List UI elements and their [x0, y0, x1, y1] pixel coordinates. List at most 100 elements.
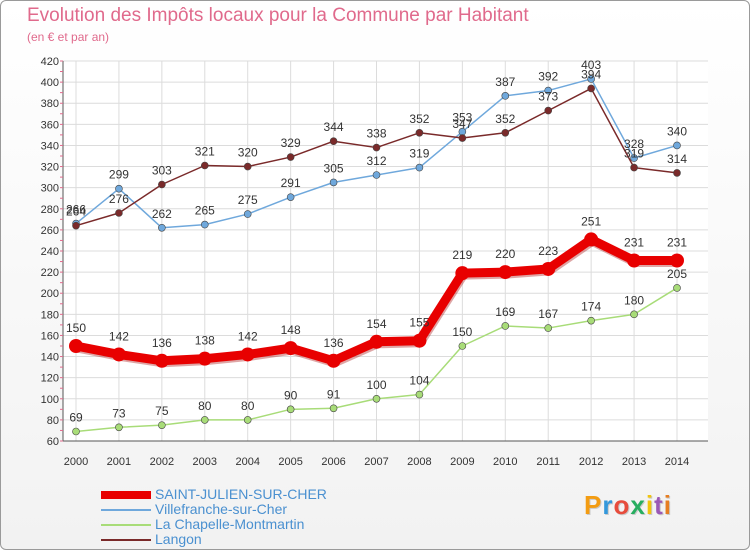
x-tick-label: 2013 — [622, 456, 646, 468]
data-label: 329 — [281, 136, 301, 150]
data-label: 154 — [366, 317, 386, 331]
data-label: 80 — [241, 399, 255, 413]
data-point — [115, 423, 123, 432]
data-point — [69, 339, 83, 353]
data-label: 314 — [667, 152, 687, 166]
data-point — [412, 333, 427, 348]
x-tick-label: 2006 — [321, 456, 345, 468]
data-point — [329, 178, 338, 187]
x-tick-label: 2011 — [536, 456, 560, 468]
data-label: 305 — [324, 161, 344, 175]
legend-swatch — [101, 539, 151, 541]
data-label: 69 — [69, 411, 83, 425]
data-point — [630, 163, 638, 172]
data-label: 142 — [109, 329, 129, 343]
chart-title: Evolution des Impôts locaux pour la Comm… — [27, 5, 529, 26]
legend-item: SAINT-JULIEN-SUR-CHER — [101, 486, 361, 503]
data-point — [372, 171, 381, 179]
x-tick-label: 2012 — [579, 456, 603, 468]
x-tick-label: 2000 — [64, 456, 88, 468]
data-point — [544, 106, 553, 115]
data-point — [329, 404, 338, 413]
data-point — [415, 163, 424, 172]
data-point — [587, 84, 595, 93]
y-tick-label: 60 — [47, 436, 59, 448]
y-tick-label: 400 — [41, 77, 59, 89]
y-tick-label: 80 — [47, 415, 59, 427]
data-point — [158, 223, 166, 232]
data-label: 104 — [409, 374, 429, 388]
data-point — [630, 154, 638, 162]
data-label: 344 — [324, 120, 344, 134]
data-point — [501, 92, 510, 100]
data-point — [111, 347, 126, 362]
data-label: 150 — [66, 321, 86, 335]
data-label: 138 — [195, 334, 215, 348]
data-label: 169 — [495, 305, 515, 319]
data-point — [329, 137, 338, 146]
x-tick-label: 2001 — [107, 456, 131, 468]
y-tick-label: 240 — [41, 246, 59, 258]
data-label: 231 — [667, 236, 687, 250]
legend-label: Villefranche-sur-Cher — [155, 501, 288, 517]
data-point — [415, 128, 424, 137]
data-label: 275 — [238, 193, 258, 207]
x-tick-label: 2003 — [193, 456, 217, 468]
data-label: 219 — [452, 248, 472, 262]
data-point — [158, 180, 166, 189]
data-label: 321 — [195, 145, 215, 159]
data-label: 223 — [538, 244, 558, 258]
data-point — [72, 221, 80, 230]
data-point — [283, 341, 298, 356]
data-label: 266 — [66, 203, 86, 217]
data-label: 262 — [152, 207, 172, 221]
y-tick-label: 100 — [41, 394, 59, 406]
y-tick-label: 200 — [41, 288, 59, 300]
data-label: 251 — [581, 214, 601, 228]
data-point — [286, 153, 295, 161]
data-label: 299 — [109, 168, 129, 182]
data-label: 303 — [152, 164, 172, 178]
x-tick-label: 2010 — [493, 456, 517, 468]
data-label: 352 — [409, 112, 429, 126]
data-label: 205 — [667, 267, 687, 281]
x-tick-label: 2005 — [278, 456, 302, 468]
data-label: 394 — [581, 67, 601, 81]
data-point — [673, 141, 681, 150]
data-point — [286, 193, 295, 201]
data-label: 90 — [284, 388, 298, 402]
y-tick-label: 380 — [41, 98, 59, 110]
data-label: 387 — [495, 75, 515, 89]
proxiti-logo: Proxiti — [584, 490, 672, 520]
y-tick-label: 360 — [41, 119, 59, 131]
data-point — [369, 334, 384, 349]
y-tick-label: 160 — [41, 330, 59, 342]
y-tick-label: 180 — [41, 309, 59, 321]
data-label: 174 — [581, 300, 601, 314]
legend-item: La Chapelle-Montmartin — [101, 516, 361, 533]
data-label: 73 — [112, 406, 126, 420]
data-point — [200, 161, 209, 170]
data-label: 231 — [624, 236, 644, 250]
data-point — [115, 184, 123, 193]
legend-swatch — [101, 509, 151, 511]
data-label: 80 — [198, 399, 212, 413]
data-label: 75 — [155, 404, 169, 418]
y-tick-label: 300 — [41, 183, 59, 195]
data-label: 91 — [327, 387, 341, 401]
data-point — [200, 416, 209, 424]
data-point — [243, 162, 252, 171]
x-tick-label: 2008 — [407, 456, 431, 468]
data-point — [115, 209, 123, 217]
data-point — [158, 421, 166, 429]
data-label: 403 — [581, 58, 601, 72]
data-label: 136 — [152, 336, 172, 350]
y-tick-label: 280 — [41, 204, 59, 216]
legend-label: SAINT-JULIEN-SUR-CHER — [155, 486, 327, 502]
data-point — [498, 265, 513, 280]
data-label: 136 — [324, 336, 344, 350]
data-label: 347 — [452, 117, 472, 131]
data-label: 276 — [109, 192, 129, 206]
data-point — [415, 390, 424, 399]
